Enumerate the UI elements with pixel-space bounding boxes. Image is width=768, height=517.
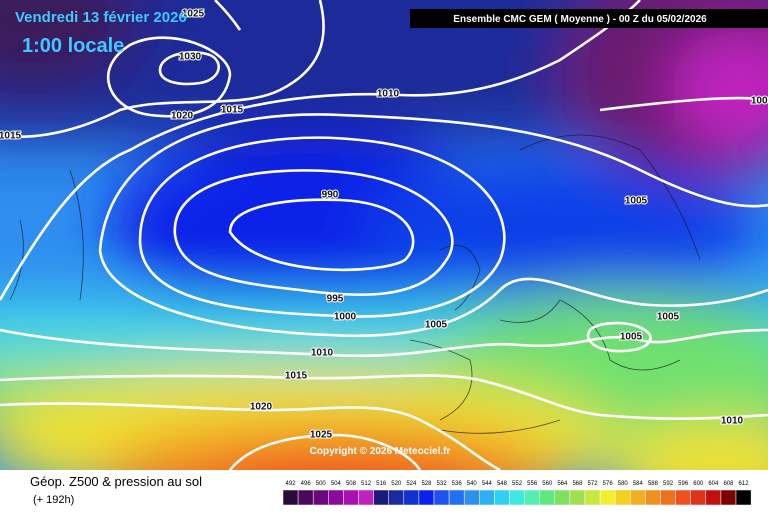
scale-swatch xyxy=(312,489,329,506)
scale-swatch xyxy=(343,489,359,506)
scale-swatch xyxy=(509,489,525,506)
scale-swatch xyxy=(463,489,480,506)
scale-swatch xyxy=(494,489,510,506)
scale-label: 596 xyxy=(678,481,689,487)
scale-label: 512 xyxy=(361,481,372,487)
isobar-label: 1030 xyxy=(179,52,202,63)
scale-label: 492 xyxy=(286,481,297,487)
scale-swatch xyxy=(448,489,465,506)
scale-swatch xyxy=(584,489,601,506)
isobar-label: 1000 xyxy=(751,96,768,107)
scale-swatch xyxy=(403,489,420,506)
scale-label: 516 xyxy=(376,481,387,487)
scale-swatch xyxy=(660,489,676,506)
scale-swatch xyxy=(599,489,616,506)
scale-label: 556 xyxy=(527,481,538,487)
scale-swatch xyxy=(735,489,752,506)
scale-label: 536 xyxy=(452,481,463,487)
scale-label: 528 xyxy=(421,481,432,487)
isobar-label: 1005 xyxy=(625,196,648,207)
scale-label: 608 xyxy=(723,481,734,487)
isobar-label: 1015 xyxy=(0,131,22,142)
scale-swatch xyxy=(524,489,540,506)
isobar-label: 1020 xyxy=(250,402,273,413)
scale-swatch xyxy=(297,489,314,506)
scale-label: 592 xyxy=(663,481,674,487)
isobar-label: 990 xyxy=(322,190,339,201)
isobar-label: 1015 xyxy=(221,105,244,116)
scale-label: 604 xyxy=(708,481,719,487)
scale-label: 572 xyxy=(588,481,599,487)
scale-label: 496 xyxy=(301,481,312,487)
scale-swatch xyxy=(358,489,374,506)
scale-label: 540 xyxy=(467,481,478,487)
scale-label: 532 xyxy=(437,481,448,487)
scale-swatch xyxy=(328,489,344,506)
isobar-label: 1010 xyxy=(377,89,400,100)
copyright: Copyright © 2026 Meteociel.fr xyxy=(310,446,451,457)
scale-label: 560 xyxy=(542,481,553,487)
scale-swatch xyxy=(282,489,299,506)
isobar-label: 1005 xyxy=(657,312,680,323)
scale-swatch xyxy=(614,489,631,506)
scale-label: 612 xyxy=(739,481,750,487)
scale-label: 576 xyxy=(603,481,614,487)
scale-swatch xyxy=(554,489,571,506)
scale-label: 584 xyxy=(633,481,644,487)
scale-label: 552 xyxy=(512,481,523,487)
isobar-label: 1010 xyxy=(311,348,334,359)
isobar-label: 1005 xyxy=(620,332,643,343)
scale-swatch xyxy=(569,489,586,506)
scale-swatch xyxy=(418,489,435,506)
scale-label: 580 xyxy=(618,481,629,487)
scale-swatch xyxy=(720,489,737,506)
scale-label: 600 xyxy=(693,481,704,487)
scale-label: 548 xyxy=(497,481,508,487)
scale-swatch xyxy=(705,489,722,506)
scale-label: 544 xyxy=(482,481,493,487)
date-title: Vendredi 13 février 2026 xyxy=(15,9,187,26)
scale-swatch xyxy=(630,489,646,506)
footer-title: Géop. Z500 & pression au sol xyxy=(30,474,202,489)
model-info: Ensemble CMC GEM ( Moyenne ) - 00 Z du 0… xyxy=(453,14,707,25)
isobar-label: 1025 xyxy=(182,9,205,20)
isobar-label: 1000 xyxy=(334,312,357,323)
scale-swatch xyxy=(690,489,707,506)
scale-label: 524 xyxy=(406,481,417,487)
scale-label: 520 xyxy=(391,481,402,487)
scale-label: 500 xyxy=(316,481,327,487)
isobar-label: 1015 xyxy=(285,371,308,382)
isobar-label: 1025 xyxy=(310,430,333,441)
scale-swatch xyxy=(539,489,556,506)
scale-label: 588 xyxy=(648,481,659,487)
isobar-label: 995 xyxy=(327,294,344,305)
isobar-label: 1010 xyxy=(721,416,744,427)
time-title: 1:00 locale xyxy=(22,35,124,57)
footer-lead: (+ 192h) xyxy=(33,494,74,506)
scale-swatch xyxy=(373,489,389,506)
scale-label: 504 xyxy=(331,481,342,487)
scale-swatch xyxy=(645,489,661,506)
scale-swatch xyxy=(479,489,495,506)
scale-label: 508 xyxy=(346,481,357,487)
model-box xyxy=(410,9,768,28)
scale-label: 568 xyxy=(572,481,583,487)
color-scale: 492 496 500 504 508 512 516 520 524 528 532 536 540 5… xyxy=(282,481,752,506)
scale-label: 564 xyxy=(557,481,568,487)
isobar-label: 1020 xyxy=(171,111,194,122)
scale-swatch xyxy=(675,489,691,506)
scale-swatch xyxy=(433,489,450,506)
isobar-label: 1005 xyxy=(425,320,448,331)
scale-swatch xyxy=(388,489,405,506)
